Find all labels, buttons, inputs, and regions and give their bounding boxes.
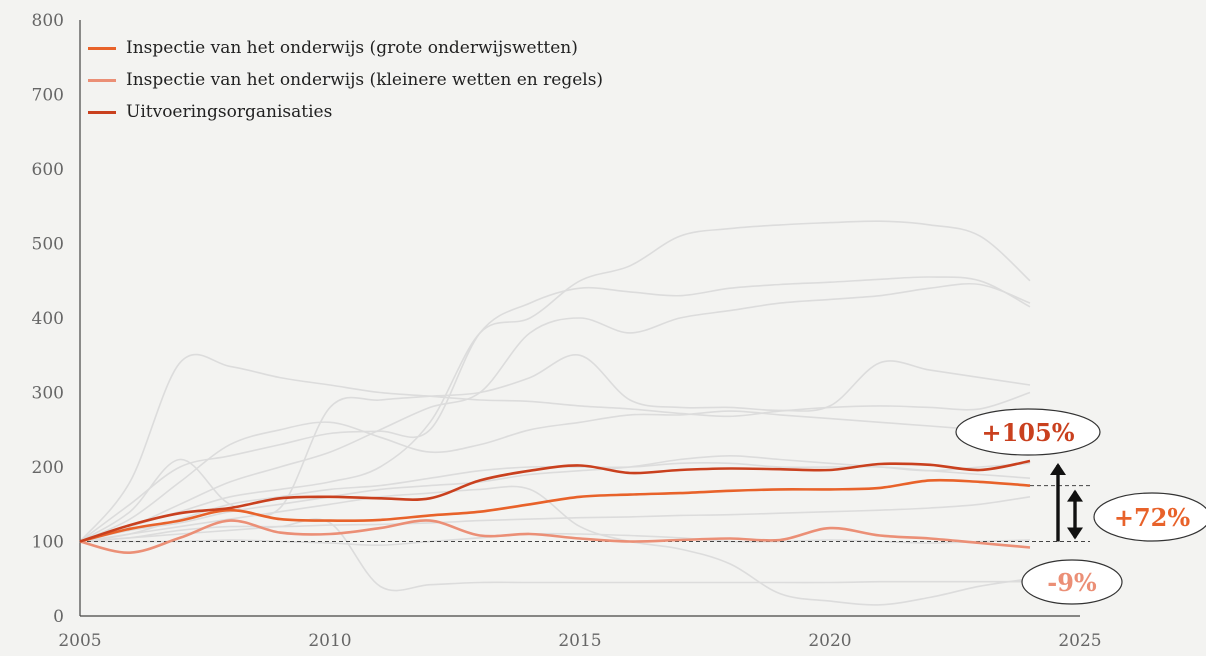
y-tick-label: 800 — [32, 11, 64, 31]
axes — [79, 20, 1080, 617]
legend-item-grote-onderwijswetten: Inspectie van het onderwijs (grote onder… — [88, 32, 603, 64]
arrow-head — [1067, 527, 1083, 540]
reference-lines — [80, 485, 1090, 542]
legend-item-kleinere-wetten: Inspectie van het onderwijs (kleinere we… — [88, 64, 603, 96]
y-tick-label: 400 — [32, 309, 64, 329]
background-line — [79, 496, 1031, 543]
series-lines — [79, 459, 1031, 555]
background-line — [79, 276, 1031, 543]
x-tick-label: 2015 — [558, 631, 601, 651]
change-badge — [955, 408, 1101, 456]
change-badge-label: -9% — [1047, 568, 1097, 597]
background-line — [79, 220, 1031, 543]
series-line — [79, 459, 1031, 543]
change-badges: +105% +72% -9% — [955, 408, 1206, 605]
background-line — [79, 518, 1030, 592]
background-line — [79, 353, 1031, 543]
background-line — [79, 410, 1031, 543]
y-tick-label: 0 — [53, 607, 64, 627]
y-tick-label: 100 — [32, 533, 64, 553]
arrow-head — [1067, 489, 1083, 502]
y-tick-label: 700 — [32, 86, 64, 106]
x-tick-label: 2005 — [58, 631, 101, 651]
change-badge-label: +72% — [1114, 503, 1191, 532]
legend-label: Inspectie van het onderwijs (kleinere we… — [126, 70, 604, 90]
y-tick-label: 300 — [32, 384, 64, 404]
x-tick-labels: 2005 2010 2015 2020 2025 — [58, 631, 1101, 651]
series-line — [79, 519, 1031, 555]
y-tick-labels: 0 100 200 300 400 500 600 700 800 — [32, 11, 64, 627]
legend-item-uitvoeringsorganisaties: Uitvoeringsorganisaties — [88, 96, 603, 128]
change-badge — [1093, 492, 1206, 542]
change-arrows — [1050, 463, 1083, 542]
background-line — [79, 485, 1031, 606]
background-lines — [79, 220, 1031, 606]
y-tick-label: 200 — [32, 458, 64, 478]
arrow-head — [1050, 463, 1066, 476]
series-line — [79, 478, 1031, 543]
y-tick-label: 600 — [32, 160, 64, 180]
legend-swatch — [88, 110, 116, 114]
y-tick-label: 500 — [32, 235, 64, 255]
x-tick-label: 2025 — [1058, 631, 1101, 651]
legend: Inspectie van het onderwijs (grote onder… — [88, 32, 603, 128]
background-line — [79, 282, 1031, 543]
legend-swatch — [88, 46, 116, 50]
legend-label: Inspectie van het onderwijs (grote onder… — [126, 38, 578, 58]
background-line — [79, 462, 1031, 543]
background-line — [79, 532, 1031, 547]
legend-swatch — [88, 78, 116, 82]
x-tick-label: 2010 — [308, 631, 351, 651]
change-badge-label: +105% — [981, 418, 1074, 447]
x-tick-label: 2020 — [808, 631, 851, 651]
legend-label: Uitvoeringsorganisaties — [126, 102, 333, 122]
change-badge — [1021, 559, 1123, 605]
